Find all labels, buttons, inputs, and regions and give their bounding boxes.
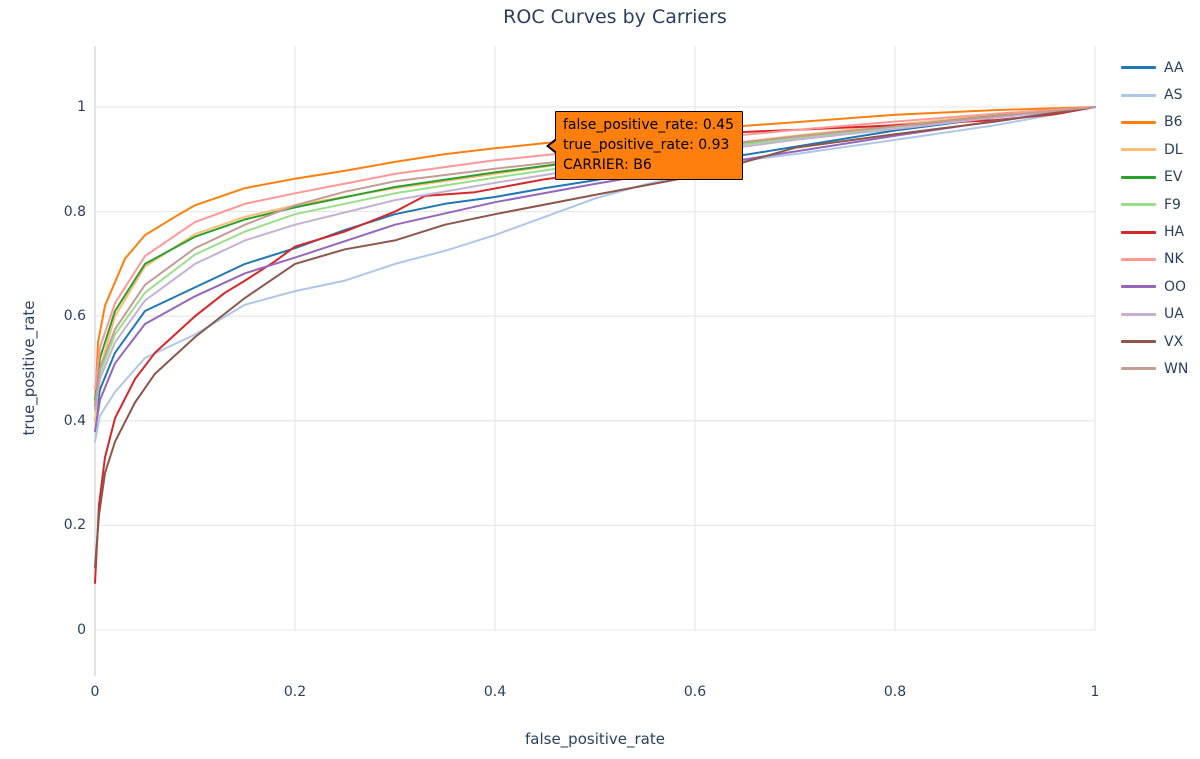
tooltip-line-fpr: false_positive_rate: 0.45 (563, 116, 734, 133)
legend-swatch-icon (1121, 148, 1156, 152)
y-tick-label: 1 (77, 99, 86, 115)
legend-swatch-icon (1121, 203, 1156, 207)
legend-item-DL[interactable]: DL (1121, 136, 1188, 163)
tooltip-line-tpr: true_positive_rate: 0.93 (563, 136, 730, 153)
legend-label: VX (1164, 333, 1184, 350)
legend-label: B6 (1164, 114, 1183, 131)
legend-swatch-icon (1121, 257, 1156, 261)
legend-item-B6[interactable]: B6 (1121, 109, 1188, 136)
x-tick-label: 0.8 (883, 684, 907, 700)
y-tick-label: 0.6 (63, 308, 86, 325)
legend-item-AS[interactable]: AS (1121, 81, 1188, 108)
legend-item-F9[interactable]: F9 (1121, 191, 1188, 218)
legend-swatch-icon (1121, 312, 1156, 316)
y-tick-label: 0.2 (63, 517, 86, 534)
roc-curve-AA[interactable] (94, 106, 1096, 422)
legend-item-HA[interactable]: HA (1121, 218, 1188, 245)
legend-label: UA (1164, 306, 1184, 323)
legend-item-UA[interactable]: UA (1121, 301, 1188, 328)
legend-label: F9 (1164, 196, 1181, 213)
legend-item-WN[interactable]: WN (1121, 355, 1188, 382)
legend-swatch-icon (1121, 93, 1156, 97)
legend-swatch-icon (1121, 66, 1156, 70)
roc-curve-B6[interactable] (94, 106, 1096, 412)
x-tick-label: 0.2 (283, 684, 307, 700)
tooltip-line-carrier: CARRIER: B6 (563, 156, 652, 173)
roc-curve-UA[interactable] (94, 106, 1096, 412)
legend-swatch-icon (1121, 340, 1156, 344)
legend-swatch-icon (1121, 367, 1156, 371)
legend-label: DL (1164, 141, 1183, 158)
legend-item-EV[interactable]: EV (1121, 164, 1188, 191)
x-tick-label: 0 (90, 684, 100, 700)
roc-curve-DL[interactable] (94, 106, 1096, 422)
y-tick-label: 0.8 (63, 203, 86, 220)
tooltip-caret-icon (546, 137, 557, 154)
legend-label: AS (1164, 87, 1183, 104)
legend-swatch-icon (1121, 285, 1156, 289)
legend: AA AS B6 DL EV F9 HA NK OO UA VX WN (1121, 54, 1188, 383)
legend-label: OO (1164, 278, 1187, 295)
x-axis-title: false_positive_rate (525, 730, 665, 748)
x-tick-label: 0.6 (683, 684, 707, 700)
legend-label: WN (1164, 360, 1189, 377)
y-axis-title: true_positive_rate (20, 300, 38, 436)
legend-item-AA[interactable]: AA (1121, 54, 1188, 81)
legend-label: NK (1164, 251, 1184, 268)
legend-item-VX[interactable]: VX (1121, 328, 1188, 355)
chart-title: ROC Curves by Carriers (503, 6, 727, 28)
legend-item-NK[interactable]: NK (1121, 246, 1188, 273)
roc-curve-OO[interactable] (94, 106, 1096, 433)
y-tick-label: 0 (77, 622, 86, 638)
x-tick-label: 1 (1090, 684, 1100, 700)
legend-label: AA (1164, 59, 1184, 76)
legend-swatch-icon (1121, 175, 1156, 179)
y-tick-label: 0.4 (63, 412, 86, 429)
legend-label: HA (1164, 224, 1185, 241)
roc-curve-WN[interactable] (94, 106, 1096, 407)
legend-item-OO[interactable]: OO (1121, 273, 1188, 300)
legend-swatch-icon (1121, 120, 1156, 124)
roc-curve-NK[interactable] (94, 106, 1096, 391)
roc-curve-VX[interactable] (94, 106, 1096, 569)
x-tick-label: 0.4 (483, 684, 507, 700)
hover-tooltip: false_positive_rate: 0.45 true_positive_… (546, 110, 743, 180)
legend-label: EV (1164, 169, 1183, 186)
legend-swatch-icon (1121, 230, 1156, 234)
